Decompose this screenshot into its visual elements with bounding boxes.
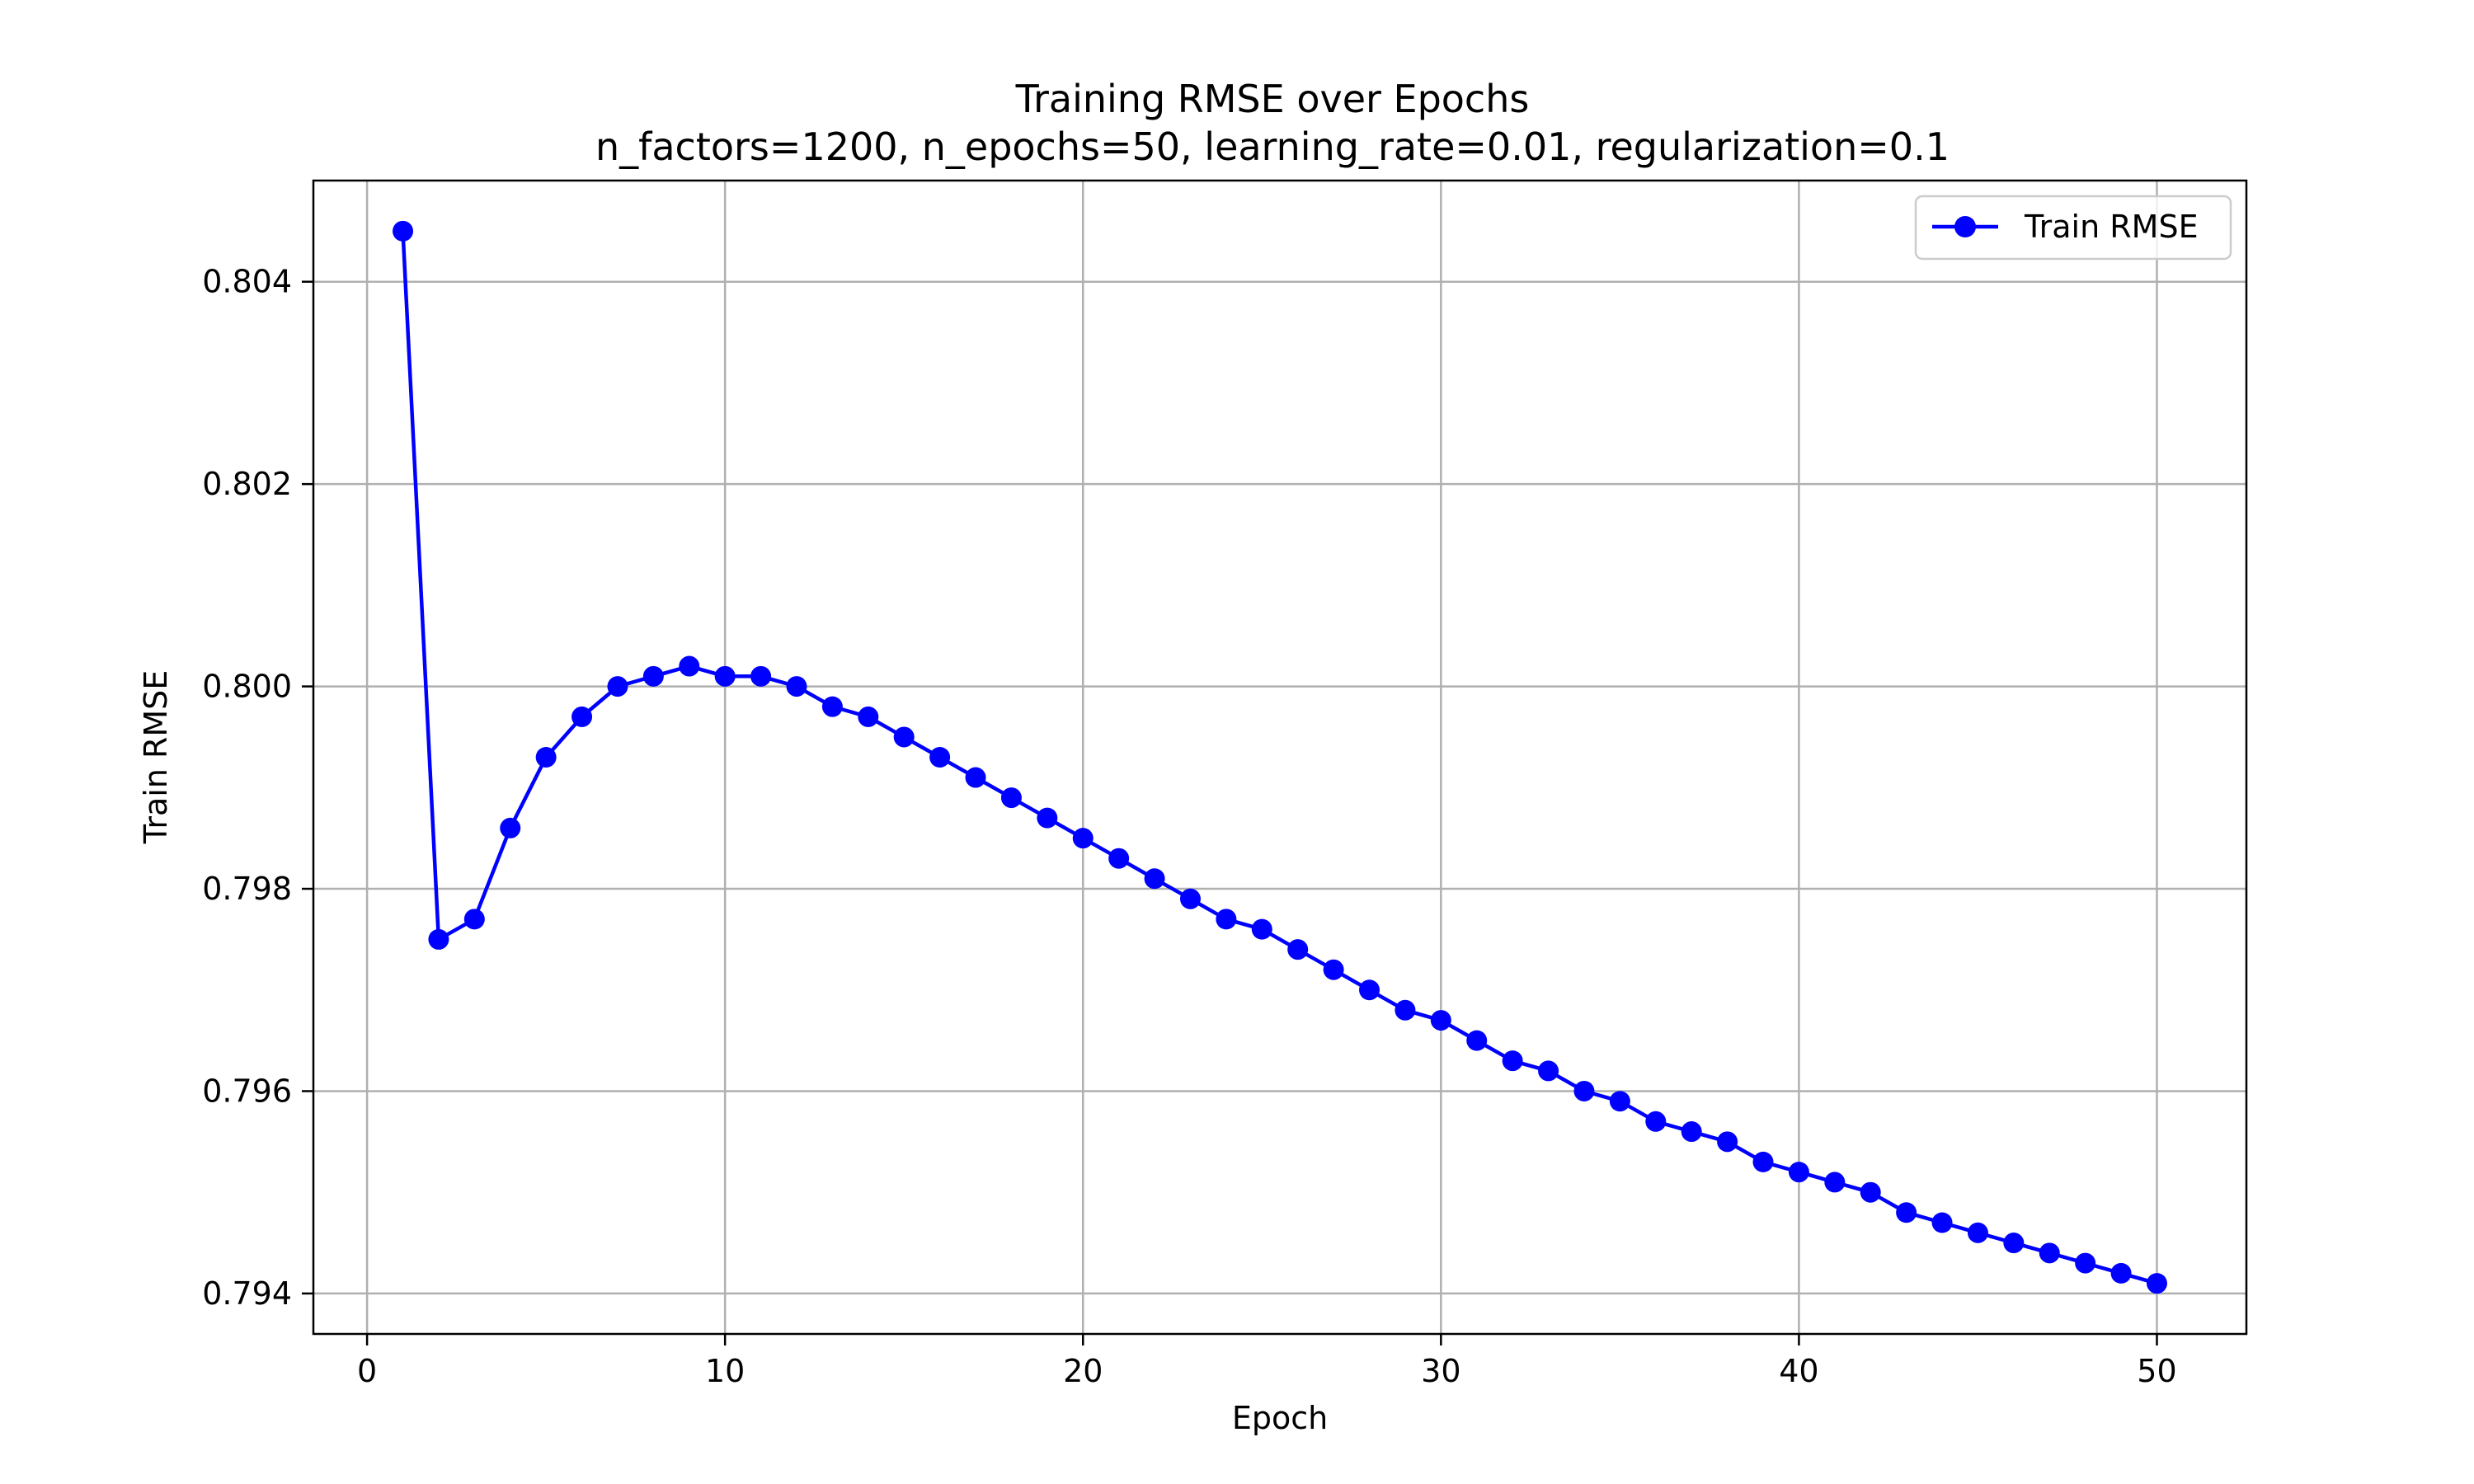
data-point xyxy=(500,817,521,838)
chart-title: Training RMSE over Epochs xyxy=(1015,77,1530,121)
data-point xyxy=(393,220,414,242)
data-point xyxy=(1037,807,1058,829)
data-point xyxy=(607,676,628,697)
data-point xyxy=(1896,1202,1917,1223)
data-point xyxy=(1287,939,1309,960)
data-point xyxy=(1502,1050,1523,1072)
data-point xyxy=(1072,828,1094,849)
data-point xyxy=(1395,999,1416,1021)
data-point xyxy=(1645,1111,1667,1132)
data-point xyxy=(965,767,986,788)
y-axis-label: Train RMSE xyxy=(138,670,174,845)
data-point xyxy=(929,747,951,768)
data-point xyxy=(1251,918,1272,940)
data-point xyxy=(821,696,843,717)
data-point xyxy=(1931,1212,1953,1233)
data-point xyxy=(1538,1060,1559,1082)
data-point xyxy=(2039,1242,2060,1264)
y-tick-label: 0.804 xyxy=(202,264,292,300)
y-tick-label: 0.798 xyxy=(202,871,292,907)
data-point xyxy=(1466,1030,1488,1051)
x-tick-label: 20 xyxy=(1063,1353,1103,1389)
data-point xyxy=(2003,1233,2025,1254)
x-tick-label: 10 xyxy=(705,1353,745,1389)
series-layer xyxy=(393,220,2167,1294)
x-tick-label: 50 xyxy=(2137,1353,2176,1389)
legend: Train RMSE xyxy=(1914,195,2232,261)
data-point xyxy=(2110,1262,2132,1284)
y-tick-label: 0.794 xyxy=(202,1275,292,1312)
data-point xyxy=(1359,979,1380,1001)
data-point xyxy=(1323,959,1344,980)
x-axis-label: Epoch xyxy=(1232,1400,1328,1436)
grid-lines xyxy=(313,181,2246,1334)
y-tick-label: 0.802 xyxy=(202,466,292,502)
data-point xyxy=(786,676,807,697)
data-point xyxy=(1788,1162,1809,1183)
chart-subtitle: n_factors=1200, n_epochs=50, learning_ra… xyxy=(595,124,1950,169)
data-point xyxy=(1216,909,1237,930)
x-tick-label: 0 xyxy=(357,1353,377,1389)
data-point xyxy=(2075,1252,2096,1274)
series-line-train-rmse xyxy=(401,231,2158,1285)
data-point xyxy=(1609,1091,1630,1112)
data-point xyxy=(1144,868,1165,890)
data-point xyxy=(1967,1222,1988,1243)
data-point xyxy=(1000,787,1022,809)
data-point xyxy=(1717,1131,1738,1153)
y-tick-label: 0.796 xyxy=(202,1073,292,1109)
legend-entry-train-rmse: Train RMSE xyxy=(2024,209,2199,245)
legend-marker-swatch xyxy=(1954,216,1976,237)
x-tick-label: 40 xyxy=(1779,1353,1818,1389)
data-point xyxy=(858,706,879,727)
plot-frame xyxy=(312,179,2248,1336)
data-point xyxy=(2146,1273,2167,1294)
axis-ticks: 0 10 20 30 40 50 0.794 0.796 0.798 0.800 0.802 0.80… xyxy=(202,264,2176,1389)
data-point xyxy=(571,706,593,727)
data-point xyxy=(1752,1151,1774,1172)
data-point xyxy=(714,665,736,687)
data-point xyxy=(1681,1121,1702,1143)
y-tick-label: 0.800 xyxy=(202,669,292,705)
data-point xyxy=(1108,848,1130,869)
data-point xyxy=(893,726,915,748)
data-point xyxy=(1430,1010,1451,1031)
data-point xyxy=(642,665,664,687)
data-point xyxy=(463,909,485,930)
data-point xyxy=(679,655,700,677)
data-point xyxy=(1179,888,1201,909)
data-point xyxy=(535,747,557,768)
data-point xyxy=(1573,1080,1595,1101)
data-point xyxy=(1860,1181,1881,1203)
data-point xyxy=(428,928,449,950)
x-tick-label: 30 xyxy=(1421,1353,1460,1389)
legend-box xyxy=(1914,195,2232,261)
data-point xyxy=(750,665,772,687)
data-point xyxy=(1824,1172,1846,1193)
